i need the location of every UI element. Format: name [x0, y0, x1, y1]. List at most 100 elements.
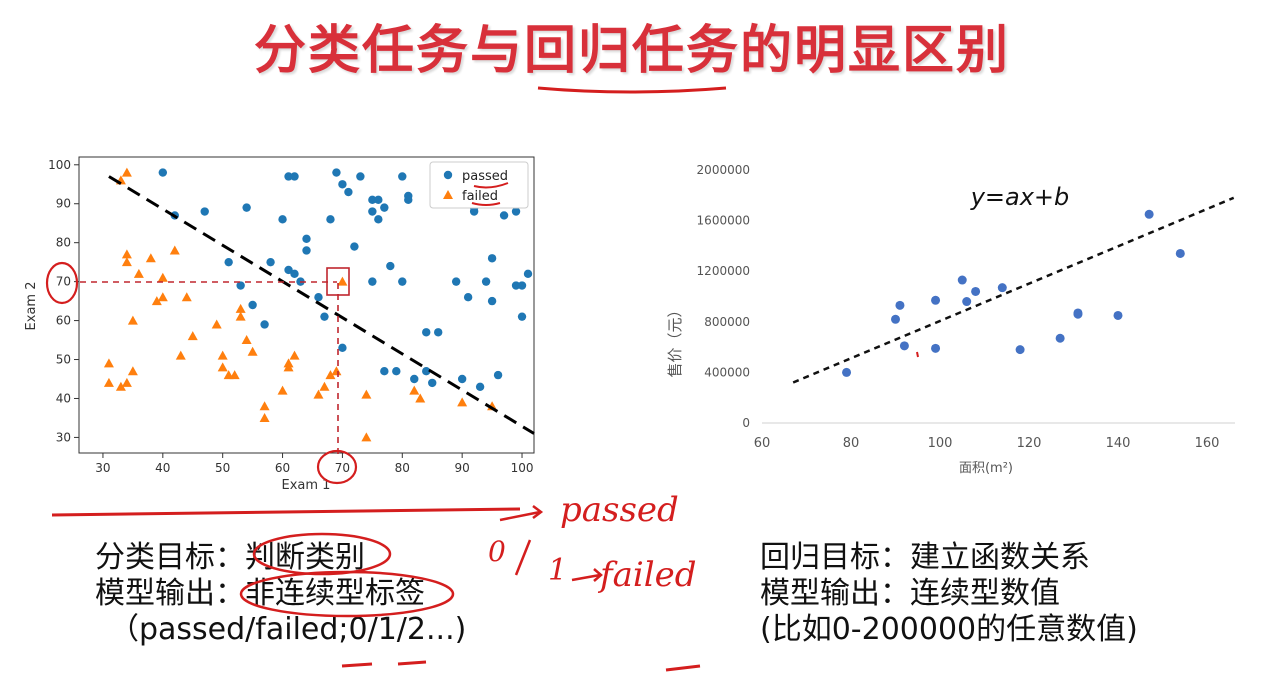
y-tick-label: 2000000	[697, 163, 750, 177]
data-point-passed	[374, 195, 383, 205]
data-point-failed	[313, 389, 324, 399]
data-point-failed	[175, 350, 186, 360]
data-point	[891, 314, 900, 324]
regression-goal: 回归目标：建立函数关系	[760, 540, 1090, 575]
x-axis-label: Exam 1	[282, 478, 331, 493]
data-point	[1175, 248, 1185, 258]
data-point-passed	[386, 261, 395, 271]
data-point	[895, 300, 905, 310]
legend-label-passed: passed	[462, 169, 508, 184]
data-point-failed	[457, 397, 468, 407]
data-point-failed	[217, 362, 228, 372]
y-tick-label: 50	[56, 353, 71, 367]
data-point-failed	[361, 432, 372, 442]
data-point-failed	[121, 167, 132, 177]
data-point-failed	[133, 268, 144, 278]
data-point-passed	[511, 207, 521, 216]
data-point-passed	[451, 277, 461, 286]
data-point-passed	[511, 281, 521, 290]
data-point-failed	[319, 381, 330, 391]
annotation-zero: 0	[488, 535, 506, 568]
classification-output-value: 非连续型标签	[245, 576, 425, 611]
data-point-passed	[475, 382, 485, 391]
data-point-passed	[224, 257, 233, 267]
data-point-passed	[320, 312, 329, 321]
data-point-passed	[332, 168, 341, 177]
data-point-passed	[380, 203, 389, 212]
data-point-passed	[380, 367, 389, 376]
data-point-failed	[115, 381, 126, 391]
y-tick-label: 80	[56, 236, 71, 250]
data-point-passed	[242, 203, 251, 212]
data-point-passed	[284, 172, 293, 181]
x-tick-label: 60	[275, 461, 290, 475]
data-point-failed	[409, 385, 420, 395]
data-point-passed	[338, 180, 347, 189]
annotation-one: 1	[548, 553, 568, 588]
legend-marker-passed	[443, 170, 453, 180]
data-point-failed	[289, 350, 300, 360]
data-point-passed	[326, 215, 335, 224]
plot-frame	[78, 156, 535, 454]
legend-label-failed: failed	[462, 189, 498, 204]
y-tick-label: 40	[56, 391, 71, 405]
data-point-failed	[259, 412, 270, 422]
x-tick-label: 160	[1195, 436, 1220, 451]
data-point-failed	[103, 377, 114, 387]
data-point-passed	[398, 172, 407, 181]
annotation-failed: failed	[600, 555, 697, 595]
data-point-passed	[487, 296, 497, 306]
data-point-passed	[266, 257, 275, 267]
data-point-passed	[314, 293, 323, 302]
data-point-failed	[259, 401, 270, 411]
data-point-passed	[517, 281, 527, 290]
data-point-passed	[481, 277, 491, 286]
data-point	[971, 286, 981, 296]
slash-stroke	[514, 539, 532, 576]
regression-formula: y=ax+b	[970, 183, 1070, 211]
data-point-passed	[398, 277, 407, 286]
data-point-failed	[247, 346, 258, 356]
data-point	[1015, 345, 1025, 355]
data-point-failed	[151, 296, 162, 306]
data-point-passed	[499, 211, 509, 220]
data-point-passed	[422, 367, 431, 376]
classification-goal-label: 分类目标：	[95, 540, 245, 575]
data-point-failed	[283, 362, 294, 372]
bottom-dash-3	[665, 664, 701, 672]
y-tick-label: 100	[48, 158, 71, 172]
data-point-passed	[487, 254, 497, 263]
data-point	[1144, 209, 1154, 219]
data-point-passed	[517, 312, 527, 321]
regression-output: 模型输出：连续型数值	[760, 576, 1060, 611]
x-tick-label: 120	[1017, 436, 1042, 451]
data-point-failed	[157, 292, 168, 302]
data-point-failed	[415, 393, 426, 403]
data-point-passed	[410, 374, 419, 384]
data-point-passed	[344, 187, 353, 197]
data-point	[1113, 310, 1123, 320]
classification-goal-value: 判断类别	[245, 540, 365, 575]
data-point-passed	[200, 207, 209, 216]
data-point-passed	[493, 370, 503, 380]
data-point-passed	[368, 207, 377, 216]
data-point	[931, 343, 941, 353]
title-underline	[537, 86, 727, 94]
y-tick-label: 800000	[704, 315, 750, 329]
arrow-to-passed	[499, 505, 544, 522]
data-point-failed	[121, 249, 132, 259]
data-point-passed	[463, 293, 473, 302]
data-point-failed	[127, 366, 138, 376]
x-tick-label: 50	[215, 461, 230, 475]
data-point	[931, 295, 941, 305]
arrow-to-failed	[571, 568, 603, 582]
data-point-failed	[145, 253, 156, 263]
x-tick-label: 140	[1106, 436, 1131, 451]
data-point-passed	[158, 168, 168, 177]
data-point-failed	[235, 311, 246, 321]
x-tick-label: 70	[335, 461, 350, 475]
data-point	[962, 297, 972, 307]
data-point-failed	[217, 350, 228, 360]
legend-marker-failed	[443, 190, 453, 199]
y-tick-label: 60	[56, 314, 71, 328]
